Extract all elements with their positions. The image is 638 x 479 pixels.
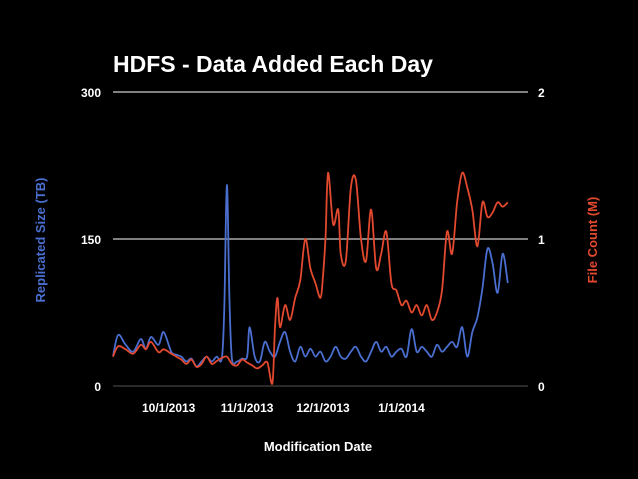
x-axis-label: Modification Date xyxy=(264,439,372,454)
right-axis-ticks: 0 1 2 xyxy=(538,86,545,394)
gridlines xyxy=(113,91,528,240)
left-tick-label: 150 xyxy=(81,233,101,247)
x-tick-label: 12/1/2013 xyxy=(296,401,350,415)
right-tick-label: 2 xyxy=(538,86,545,100)
file-count-line xyxy=(112,171,509,385)
chart-title: HDFS - Data Added Each Day xyxy=(113,51,433,77)
right-axis-label: File Count (M) xyxy=(585,197,600,284)
x-tick-label: 11/1/2013 xyxy=(221,401,274,415)
left-axis-label: Replicated Size (TB) xyxy=(33,178,48,303)
x-tick-label: 10/1/2013 xyxy=(142,401,196,415)
right-tick-label: 1 xyxy=(538,233,545,247)
left-tick-label: 300 xyxy=(81,86,101,100)
x-tick-label: 1/1/2014 xyxy=(378,401,425,415)
right-tick-label: 0 xyxy=(538,380,545,394)
left-axis-ticks: 0 150 300 xyxy=(81,86,101,394)
series-lines xyxy=(112,171,509,385)
x-axis-ticks: 10/1/2013 11/1/2013 12/1/2013 1/1/2014 xyxy=(142,401,425,415)
left-tick-label: 0 xyxy=(94,380,101,394)
